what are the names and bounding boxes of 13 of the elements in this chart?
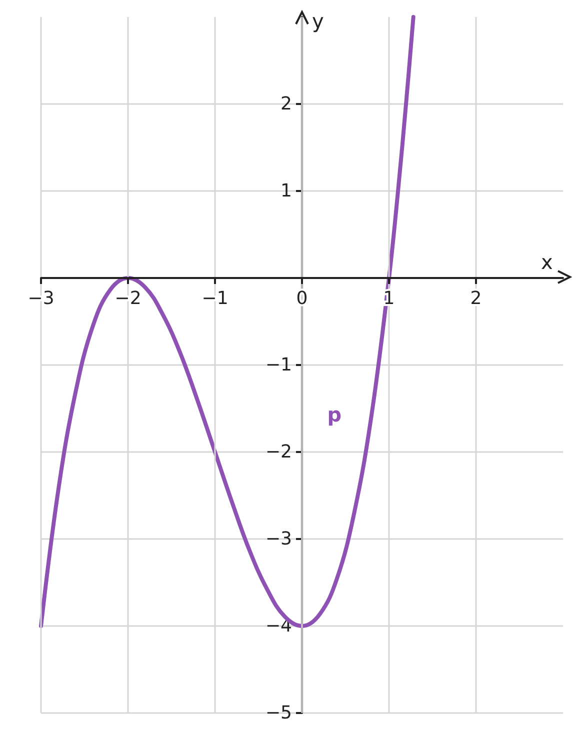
x-tick-label: −1	[202, 288, 228, 309]
x-tick-label: −2	[114, 288, 142, 309]
y-tick-label: −1	[265, 354, 292, 376]
y-tick-label: 2	[280, 94, 292, 114]
series-label: p	[327, 402, 342, 427]
x-tick-label: −3	[28, 288, 54, 309]
x-axis-title: x	[541, 250, 553, 274]
y-tick-label: −5	[265, 702, 292, 724]
y-tick-label: 1	[280, 180, 292, 202]
y-axis-title: y	[312, 9, 324, 33]
y-tick-label: −2	[265, 442, 292, 462]
y-tick-label: −3	[265, 528, 292, 550]
x-tick-label: 2	[470, 288, 482, 309]
